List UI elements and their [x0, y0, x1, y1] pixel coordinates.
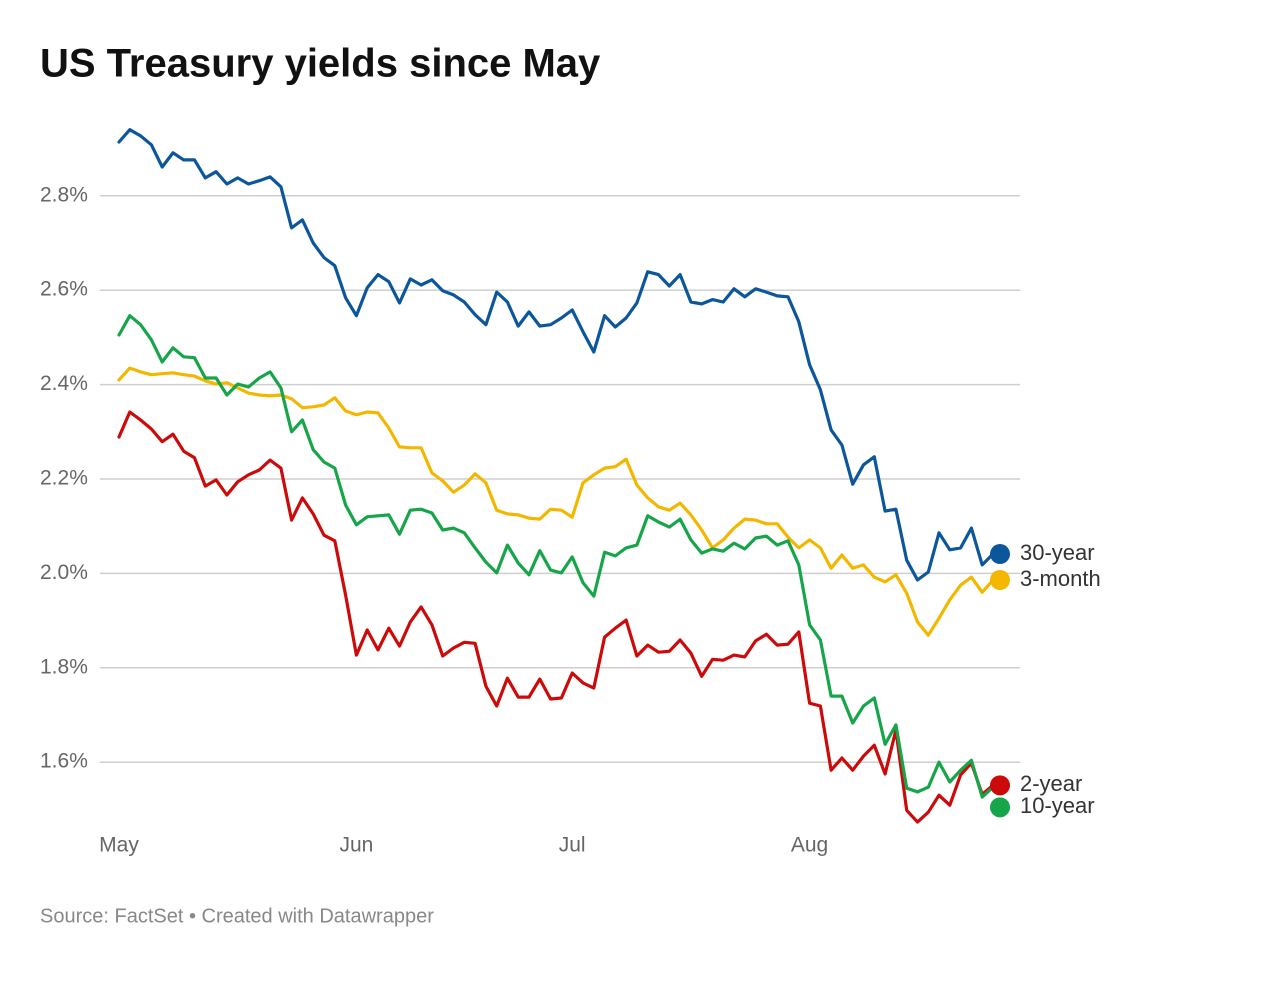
y-tick-label: 2.2%: [40, 467, 88, 490]
line-series: [117, 410, 995, 824]
legend-label: 2-year: [1020, 771, 1082, 796]
line-series: [117, 366, 995, 637]
line-series: [117, 314, 995, 799]
x-tick-label: Aug: [791, 834, 828, 857]
legend-label: 30-year: [1020, 540, 1095, 565]
legend-marker: [990, 797, 1010, 818]
x-tick-label: Jul: [559, 834, 586, 857]
legend-label: 3-month: [1020, 566, 1101, 591]
y-tick-label: 1.8%: [40, 655, 88, 678]
plot-area: [117, 128, 995, 824]
legend-marker: [990, 544, 1010, 565]
y-tick-label: 2.0%: [40, 561, 88, 584]
line-series: [117, 128, 995, 582]
y-tick-label: 2.8%: [40, 183, 88, 206]
legend-marker: [990, 570, 1010, 591]
grid: 1.6% 1.8% 2.0% 2.2% 2.4% 2.6% 2.8% May Jun Jul Aug: [40, 183, 1020, 857]
legend-label: 10-year: [1020, 793, 1095, 818]
source-note: Source: FactSet • Created with Datawrapp…: [40, 905, 434, 927]
y-tick-label: 2.6%: [40, 278, 88, 301]
x-tick-label: May: [99, 834, 139, 857]
x-tick-label: Jun: [339, 834, 373, 857]
legend-marker: [990, 775, 1010, 796]
y-tick-label: 2.4%: [40, 372, 88, 395]
y-tick-label: 1.6%: [40, 750, 88, 773]
chart-title: US Treasury yields since May: [40, 42, 601, 86]
